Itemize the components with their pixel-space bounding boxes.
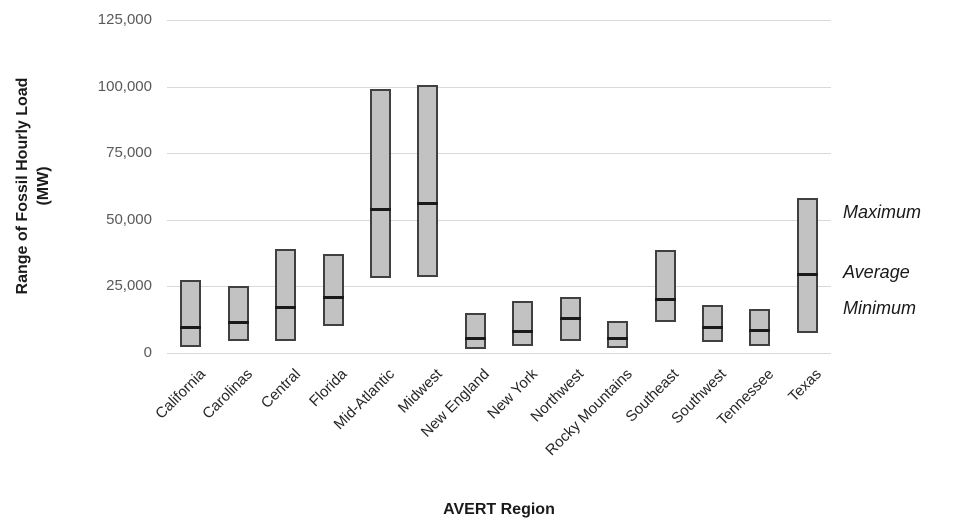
average-marker-midwest — [417, 202, 438, 205]
range-bar-southwest — [702, 305, 723, 342]
x-axis-title: AVERT Region — [443, 501, 555, 518]
y-tick-label: 75,000 — [106, 144, 152, 161]
average-marker-southwest — [702, 326, 723, 329]
range-bar-rocky-mountains — [607, 321, 628, 348]
average-marker-california — [180, 326, 201, 329]
range-bar-florida — [323, 254, 344, 326]
range-bar-southeast — [655, 250, 676, 322]
gridline-25000 — [167, 286, 831, 287]
range-bar-carolinas — [228, 286, 249, 341]
range-bar-midwest — [417, 85, 438, 277]
gridline-125000 — [167, 20, 831, 21]
x-category-label-california: California — [151, 365, 209, 423]
y-tick-label: 50,000 — [106, 211, 152, 228]
range-bar-central — [275, 249, 296, 341]
average-marker-northwest — [560, 317, 581, 320]
x-category-label-texas: Texas — [784, 365, 825, 406]
average-marker-southeast — [655, 298, 676, 301]
range-bar-california — [180, 280, 201, 347]
range-bar-mid-atlantic — [370, 89, 391, 278]
x-category-label-carolinas: Carolinas — [198, 365, 256, 423]
range-bar-texas — [797, 198, 818, 333]
average-marker-central — [275, 306, 296, 309]
range-bar-tennessee — [749, 309, 770, 346]
gridline-75000 — [167, 153, 831, 154]
x-category-label-central: Central — [257, 365, 304, 412]
average-marker-florida — [323, 296, 344, 299]
gridline-0 — [167, 353, 831, 354]
y-tick-label: 125,000 — [97, 11, 152, 28]
average-marker-tennessee — [749, 329, 770, 332]
average-marker-texas — [797, 273, 818, 276]
y-tick-label: 100,000 — [97, 78, 152, 95]
y-tick-label: 25,000 — [106, 277, 152, 294]
range-bar-new-york — [512, 301, 533, 346]
average-marker-rocky-mountains — [607, 337, 628, 340]
y-tick-label: 0 — [143, 344, 152, 361]
annotation-minimum: Minimum — [843, 298, 917, 318]
average-marker-new-york — [512, 330, 533, 333]
gridline-100000 — [167, 87, 831, 88]
average-marker-mid-atlantic — [370, 208, 391, 211]
range-bar-new-england — [465, 313, 486, 349]
annotation-maximum: Maximum — [843, 202, 922, 222]
average-marker-carolinas — [228, 321, 249, 324]
average-marker-new-england — [465, 337, 486, 340]
gridline-50000 — [167, 220, 831, 221]
annotation-average: Average — [843, 262, 910, 282]
x-category-label-florida: Florida — [306, 365, 351, 411]
